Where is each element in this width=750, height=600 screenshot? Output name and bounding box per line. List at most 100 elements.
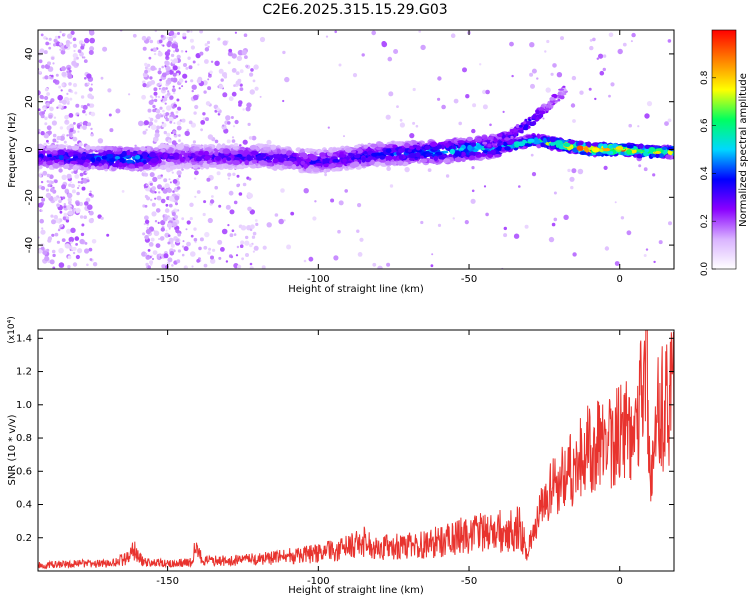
spectrogram-noise-dot (143, 222, 146, 226)
spectrogram-noise-dot (72, 43, 77, 48)
spectrogram-ridge-cell (97, 149, 104, 153)
spectrogram-noise-dot (66, 70, 70, 74)
spectrogram-noise-dot (38, 108, 41, 111)
spectrogram-noise-dot (153, 230, 160, 237)
spectrogram-noise-dot (146, 184, 148, 187)
spectrogram-noise-dot (658, 240, 663, 245)
spectrogram-noise-dot (431, 253, 434, 256)
spectrogram-noise-dot (70, 206, 73, 209)
spectrogram-noise-dot (243, 33, 248, 37)
spectrogram-noise-dot (61, 99, 67, 105)
spectrogram-ridge-cell (461, 157, 466, 162)
spectrogram-ridge-cell (375, 147, 382, 151)
spectrogram-noise-dot (222, 40, 228, 46)
spectrogram-noise-dot (72, 37, 77, 42)
spectrogram-noise-dot (51, 74, 54, 78)
spectrogram-noise-dot (207, 86, 212, 91)
spectrogram-noise-dot (667, 118, 672, 123)
spectrogram-noise-dot (359, 237, 364, 242)
spectrogram-noise-dot (71, 189, 76, 194)
spectrogram-ridge-cell (460, 151, 466, 157)
spectrogram-ridge-cell (195, 156, 202, 162)
spectrogram-noise-dot (46, 173, 51, 178)
spectrogram-noise-dot (149, 182, 153, 186)
spectrogram-branch-cell (535, 117, 540, 122)
spectrogram-noise-dot (553, 191, 557, 195)
spectrogram-branch-cell (540, 104, 545, 108)
spectrogram-noise-dot (177, 209, 180, 212)
spectrogram-ridge-cell (466, 136, 474, 142)
spectrogram-noise-dot (147, 108, 152, 113)
spectrogram-noise-dot (212, 248, 216, 252)
spectrogram-noise-dot (471, 166, 475, 170)
spectrogram-ridge-cell (275, 164, 281, 169)
spectrogram-ridge-cell (665, 154, 671, 160)
spectrogram-noise-dot (69, 97, 73, 101)
y-tick-label: 1.2 (16, 367, 32, 378)
spectrogram-noise-dot (40, 229, 46, 235)
spectrogram-noise-dot (153, 98, 158, 103)
spectrogram-noise-dot (165, 229, 168, 232)
spectrogram-noise-dot (338, 200, 344, 206)
spectrogram-noise-dot (151, 257, 155, 261)
spectrogram-noise-dot (97, 214, 102, 219)
spectrogram-noise-dot (412, 121, 416, 125)
spectrogram-noise-dot (171, 88, 176, 93)
spectrogram-noise-dot (176, 125, 182, 131)
spectrogram-noise-dot (286, 244, 292, 250)
spectrogram-noise-dot (150, 65, 156, 71)
spectrogram-noise-dot (165, 265, 169, 269)
spectrogram-ridge-cell (577, 141, 584, 146)
spectrogram-noise-dot (148, 121, 154, 127)
x-tick-label: -50 (461, 274, 477, 285)
spectrogram-noise-dot (176, 259, 181, 264)
spectrogram-noise-dot (149, 39, 154, 44)
spectrogram-ridge-cell (655, 153, 660, 159)
spectrogram-noise-dot (86, 263, 89, 267)
spectrogram-noise-dot (59, 135, 65, 141)
spectrogram-noise-dot (87, 122, 92, 127)
spectrogram-noise-dot (144, 66, 148, 70)
spectrogram-noise-dot (253, 245, 259, 251)
spectrogram-noise-dot (88, 192, 92, 197)
spectrogram-branch-cell (517, 129, 523, 133)
spectrogram-noise-dot (531, 172, 537, 177)
x-tick-label: -150 (156, 576, 179, 587)
spectrogram-noise-dot (68, 69, 72, 73)
spectrogram-noise-dot (241, 257, 245, 261)
spectrogram-noise-dot (239, 83, 243, 87)
spectrogram-noise-dot (176, 98, 180, 102)
spectrogram-noise-dot (67, 102, 70, 105)
spectrogram-noise-dot (327, 126, 330, 129)
spectrogram-ridge-cell (68, 151, 74, 157)
spectrogram-noise-dot (154, 119, 158, 123)
spectrogram-noise-dot (89, 30, 95, 36)
spectrogram-noise-dot (203, 90, 207, 94)
spectrogram-noise-dot (66, 134, 69, 137)
spectrogram-noise-dot (48, 37, 52, 41)
spectrogram-noise-dot (182, 32, 187, 37)
spectrogram-noise-dot (193, 177, 197, 180)
spectrogram-noise-dot (628, 123, 632, 128)
spectrogram-ridge-cell (330, 156, 338, 160)
spectrogram-noise-dot (485, 89, 490, 95)
spectrogram-noise-dot (190, 251, 196, 257)
spectrogram-branch-cell (557, 98, 561, 102)
spectrogram-noise-dot (235, 80, 241, 86)
spectrogram-ridge-cell (106, 149, 113, 155)
spectrogram-noise-dot (79, 215, 84, 219)
spectrogram-ridge-cell (661, 146, 668, 150)
spectrogram-noise-dot (82, 120, 89, 127)
spectrogram-noise-dot (52, 253, 56, 258)
spectrogram-noise-dot (553, 217, 558, 222)
spectrogram-noise-dot (134, 144, 137, 147)
spectrogram-noise-dot (90, 127, 93, 131)
spectrogram-ridge-cell (602, 143, 608, 149)
spectrogram-ridge-cell (63, 164, 69, 169)
spectrogram-noise-dot (228, 96, 234, 102)
spectrogram-ridge-cell (214, 151, 220, 157)
snr-y-axis-label: SNR (10 * v/v) (7, 414, 18, 485)
spectrogram-noise-dot (44, 122, 48, 126)
spectrogram-noise-dot (67, 197, 72, 202)
spectrogram-ridge-cell (46, 160, 53, 166)
